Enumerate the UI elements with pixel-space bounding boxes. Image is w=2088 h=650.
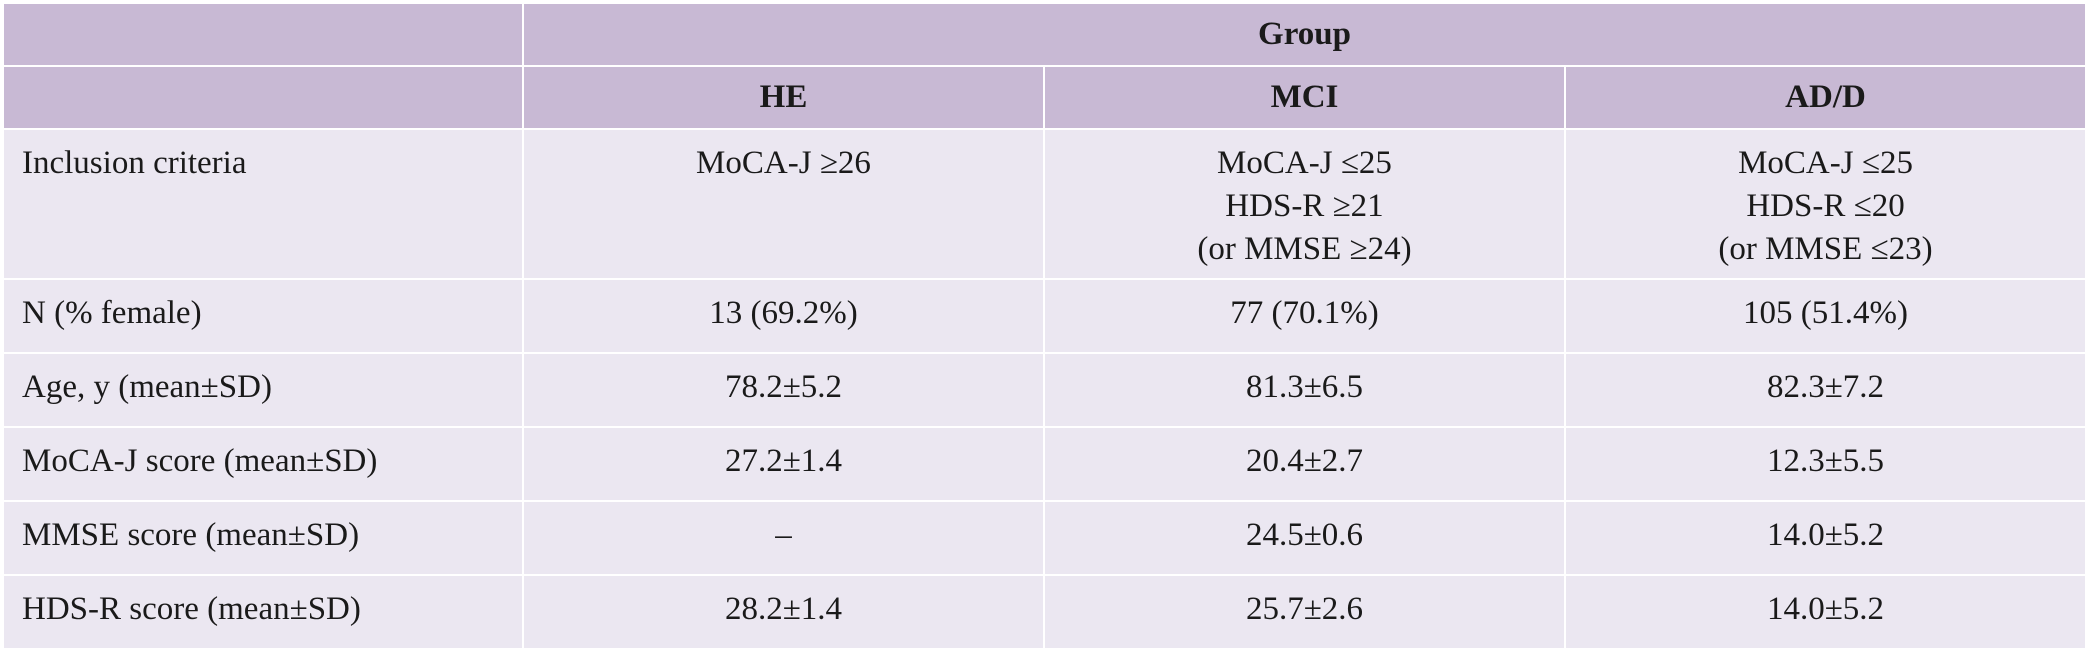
group-header: Group [521,2,2088,67]
table-row-hds-r: HDS-R score (mean±SD) 28.2±1.4 25.7±2.6 … [2,574,2088,650]
table-cell-add: 12.3±5.5 [1563,426,2088,502]
table-cell-add: 14.0±5.2 [1563,500,2088,576]
column-header-add: AD/D [1563,65,2088,130]
column-header-he: HE [522,65,1045,130]
table-cell-he: – [522,500,1045,576]
table-row-n-female: N (% female) 13 (69.2%) 77 (70.1%) 105 (… [2,278,2088,354]
row-label: MMSE score (mean±SD) [2,500,524,576]
criteria-line: MoCA-J ≤25 [1217,145,1392,181]
table-cell-he: 13 (69.2%) [522,278,1045,354]
criteria-line: HDS-R ≤20 [1746,188,1905,224]
table-cell-mci: 20.4±2.7 [1043,426,1566,502]
table-row-moca-j: MoCA-J score (mean±SD) 27.2±1.4 20.4±2.7… [2,426,2088,502]
table-cell-he: 27.2±1.4 [522,426,1045,502]
column-header-mci: MCI [1043,65,1566,130]
criteria-line: MoCA-J ≤25 [1738,145,1913,181]
criteria-line: (or MMSE ≥24) [1197,231,1412,267]
table-cell-he: 28.2±1.4 [522,574,1045,650]
table-cell-he: MoCA-J ≥26 [522,128,1045,280]
group-header-row: Group [2,2,2088,67]
header-corner-cell-2 [2,65,524,130]
row-label: Age, y (mean±SD) [2,352,524,428]
criteria-line: MoCA-J ≥26 [696,145,871,181]
row-label: HDS-R score (mean±SD) [2,574,524,650]
row-label: Inclusion criteria [2,128,524,280]
row-label: MoCA-J score (mean±SD) [2,426,524,502]
table-row-inclusion-criteria: Inclusion criteria MoCA-J ≥26 MoCA-J ≤25… [2,128,2088,280]
table-cell-mci: 24.5±0.6 [1043,500,1566,576]
row-label: N (% female) [2,278,524,354]
table-cell-mci: 77 (70.1%) [1043,278,1566,354]
column-header-row: HE MCI AD/D [2,65,2088,130]
table-cell-mci: 81.3±6.5 [1043,352,1566,428]
table-row-mmse: MMSE score (mean±SD) – 24.5±0.6 14.0±5.2 [2,500,2088,576]
table-cell-add: 105 (51.4%) [1563,278,2088,354]
table-row-age: Age, y (mean±SD) 78.2±5.2 81.3±6.5 82.3±… [2,352,2088,428]
table-cell-mci: 25.7±2.6 [1043,574,1566,650]
table-cell-he: 78.2±5.2 [522,352,1045,428]
criteria-line: (or MMSE ≤23) [1718,231,1933,267]
header-corner-cell [2,2,524,67]
table-cell-add: 14.0±5.2 [1563,574,2088,650]
table-cell-add: 82.3±7.2 [1563,352,2088,428]
criteria-line: HDS-R ≥21 [1225,188,1384,224]
table-cell-add: MoCA-J ≤25 HDS-R ≤20 (or MMSE ≤23) [1563,128,2088,280]
table-cell-mci: MoCA-J ≤25 HDS-R ≥21 (or MMSE ≥24) [1043,128,1566,280]
